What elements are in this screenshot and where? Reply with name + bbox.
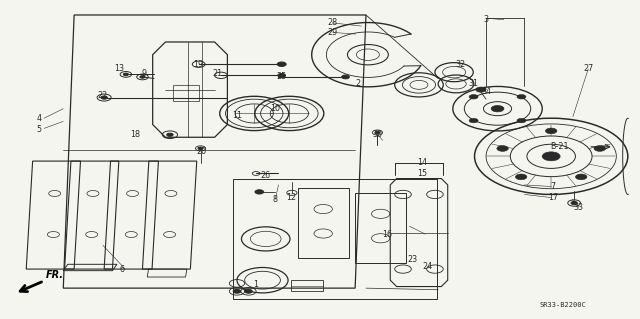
Text: FR.: FR. [45, 270, 63, 279]
Text: 10: 10 [270, 104, 280, 113]
Circle shape [198, 147, 203, 150]
Text: 20: 20 [196, 147, 207, 156]
Text: 33: 33 [573, 203, 584, 211]
Circle shape [342, 75, 349, 79]
Bar [173, 85, 198, 101]
Text: 15: 15 [417, 169, 428, 178]
Text: 27: 27 [583, 64, 593, 73]
Circle shape [545, 128, 557, 134]
Circle shape [491, 106, 504, 112]
Circle shape [594, 145, 605, 151]
Text: 22: 22 [98, 92, 108, 100]
Circle shape [542, 152, 560, 161]
Circle shape [497, 145, 508, 151]
Text: 23: 23 [408, 255, 418, 264]
Circle shape [375, 131, 380, 134]
Circle shape [277, 62, 286, 66]
Text: 5: 5 [36, 125, 42, 134]
Bar [298, 188, 349, 258]
Text: 17: 17 [548, 193, 558, 202]
Text: 25: 25 [276, 72, 287, 81]
Circle shape [278, 73, 285, 77]
Text: 13: 13 [114, 64, 124, 73]
Text: 28: 28 [328, 19, 338, 27]
Circle shape [517, 118, 526, 123]
Text: 26: 26 [260, 171, 271, 180]
Text: 32: 32 [456, 60, 465, 69]
Text: 3: 3 [484, 15, 488, 24]
Bar [291, 280, 323, 291]
Circle shape [140, 76, 145, 78]
Circle shape [124, 73, 129, 76]
Circle shape [101, 96, 108, 99]
Circle shape [476, 87, 486, 92]
Text: 1: 1 [253, 279, 259, 288]
Text: 11: 11 [232, 111, 242, 120]
Circle shape [469, 94, 478, 99]
Text: B-21: B-21 [550, 142, 569, 151]
Circle shape [571, 201, 577, 204]
Text: SR33-B2200C: SR33-B2200C [540, 302, 586, 308]
Text: 6: 6 [120, 264, 125, 274]
Bar [355, 193, 406, 263]
Circle shape [517, 94, 526, 99]
Text: 7: 7 [550, 182, 556, 191]
Circle shape [575, 174, 587, 180]
Circle shape [233, 289, 241, 293]
Circle shape [515, 174, 527, 180]
Circle shape [469, 118, 478, 123]
Text: 31: 31 [468, 79, 478, 88]
Text: 2: 2 [356, 79, 361, 88]
Text: 9: 9 [142, 69, 147, 78]
Text: 29: 29 [328, 28, 338, 37]
Text: 19: 19 [194, 60, 204, 69]
Circle shape [255, 190, 264, 194]
Circle shape [244, 289, 252, 293]
Text: 14: 14 [417, 158, 427, 167]
Text: 18: 18 [130, 130, 140, 138]
Circle shape [167, 133, 173, 136]
Text: 4: 4 [36, 114, 42, 123]
Text: 30: 30 [372, 130, 383, 138]
Text: 12: 12 [286, 193, 296, 202]
Text: 24: 24 [422, 262, 433, 271]
Text: 8: 8 [273, 195, 278, 204]
Text: 16: 16 [382, 230, 392, 239]
Text: 21: 21 [212, 69, 223, 78]
Text: 34: 34 [481, 87, 491, 96]
